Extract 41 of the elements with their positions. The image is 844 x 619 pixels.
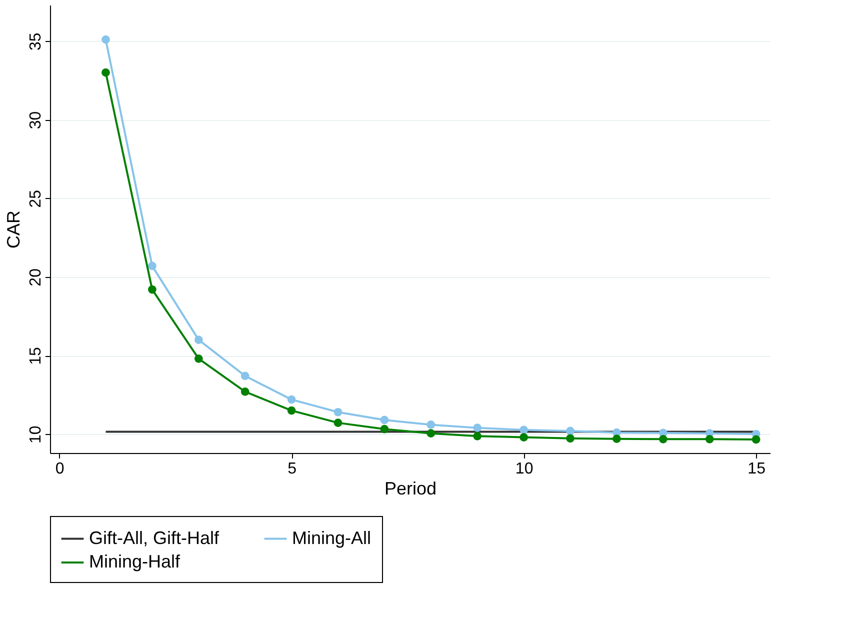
y-tick-label: 20 xyxy=(28,268,44,286)
point xyxy=(287,406,296,415)
legend-label: Mining-All xyxy=(292,528,372,548)
point xyxy=(426,429,436,438)
point xyxy=(426,420,436,429)
point xyxy=(658,434,668,444)
x-tick-label: 15 xyxy=(748,460,766,478)
point xyxy=(102,68,110,77)
legend-label: Gift-All, Gift-Half xyxy=(89,528,220,548)
y-tick-label: 30 xyxy=(28,111,44,130)
point xyxy=(148,262,156,270)
legend-label: Mining-Half xyxy=(89,552,182,572)
point xyxy=(287,395,296,404)
point xyxy=(705,434,714,444)
point xyxy=(380,416,389,424)
x-axis-title: Period xyxy=(384,478,437,498)
point xyxy=(473,424,482,432)
point xyxy=(334,408,342,416)
point xyxy=(240,388,250,396)
y-tick-label: 10 xyxy=(28,426,44,444)
point xyxy=(520,426,528,434)
point xyxy=(102,35,110,44)
y-axis-title: CAR xyxy=(4,210,24,249)
point xyxy=(566,426,574,436)
point xyxy=(148,285,156,294)
point xyxy=(194,336,203,344)
y-tick-label: 25 xyxy=(28,190,44,208)
point xyxy=(520,433,528,442)
point xyxy=(194,354,203,363)
point xyxy=(473,432,482,440)
point xyxy=(612,434,621,444)
point xyxy=(566,434,574,443)
point xyxy=(752,435,760,444)
y-tick-label: 15 xyxy=(28,347,44,365)
y-tick-label: 35 xyxy=(28,32,44,51)
x-tick-label: 5 xyxy=(288,460,297,478)
point xyxy=(334,418,342,427)
x-tick-label: 10 xyxy=(515,460,534,478)
point xyxy=(380,424,389,434)
x-tick-label: 0 xyxy=(55,460,64,478)
point xyxy=(240,372,250,380)
